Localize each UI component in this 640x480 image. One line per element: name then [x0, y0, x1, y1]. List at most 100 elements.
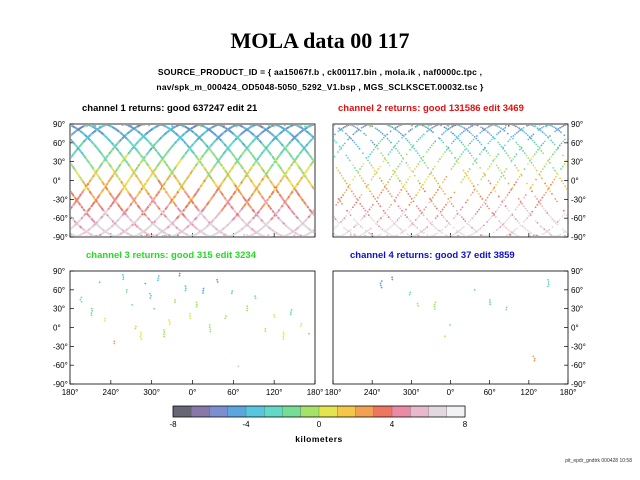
data-point	[167, 176, 170, 179]
data-point	[479, 131, 482, 134]
data-point	[510, 189, 512, 191]
data-point	[258, 192, 262, 195]
colorbar-tick-label: 4	[390, 420, 395, 429]
data-point	[263, 198, 266, 201]
data-point	[370, 139, 372, 142]
data-point	[402, 230, 405, 233]
data-point	[353, 141, 356, 144]
data-point	[566, 125, 567, 126]
data-point	[488, 194, 491, 196]
data-point	[341, 129, 344, 132]
data-point	[86, 159, 89, 162]
data-point	[484, 146, 486, 149]
data-point	[243, 197, 246, 200]
data-point	[423, 181, 426, 184]
data-point	[227, 235, 230, 236]
data-point	[300, 170, 304, 173]
data-point	[191, 168, 195, 171]
data-point	[268, 195, 271, 198]
data-point	[337, 151, 339, 153]
data-point	[415, 150, 417, 152]
data-point	[462, 151, 465, 153]
data-point	[481, 204, 484, 206]
data-point	[336, 220, 339, 222]
y-tick-label: -90°	[571, 233, 586, 242]
data-point	[265, 171, 269, 174]
data-point	[459, 229, 462, 231]
data-point	[377, 234, 380, 236]
data-point	[347, 185, 350, 188]
data-point	[379, 233, 382, 236]
data-point	[102, 160, 105, 163]
data-point	[294, 186, 297, 189]
data-point	[541, 131, 544, 134]
data-point	[78, 195, 81, 198]
data-point	[81, 191, 84, 194]
data-point	[472, 232, 475, 235]
data-point	[427, 127, 429, 130]
data-point	[425, 206, 427, 209]
data-point	[506, 228, 509, 231]
data-point	[546, 212, 549, 214]
data-point	[518, 235, 521, 236]
data-point	[416, 217, 419, 219]
data-point	[528, 230, 531, 233]
data-point	[255, 187, 258, 191]
data-point	[530, 158, 533, 160]
data-point	[449, 200, 451, 203]
data-point	[71, 192, 74, 195]
data-point	[441, 208, 444, 211]
data-point	[222, 179, 225, 183]
data-point	[491, 215, 494, 217]
data-point	[395, 174, 398, 177]
data-point	[433, 165, 436, 168]
data-point	[467, 235, 470, 236]
data-point	[335, 141, 338, 144]
data-point	[394, 128, 397, 131]
data-point	[381, 215, 384, 217]
data-point	[114, 171, 117, 174]
data-point	[273, 314, 275, 316]
data-point	[240, 165, 243, 168]
data-point	[564, 185, 567, 188]
data-point	[493, 186, 496, 189]
colorbar-swatch	[355, 405, 375, 418]
data-point	[503, 129, 506, 132]
data-point	[481, 198, 484, 200]
data-point	[354, 175, 356, 178]
data-point	[555, 175, 557, 178]
data-point	[502, 235, 504, 236]
data-point	[510, 231, 513, 234]
data-point	[112, 197, 115, 200]
data-point	[525, 132, 527, 135]
data-point	[430, 125, 433, 126]
data-point	[346, 209, 348, 212]
data-point	[388, 178, 391, 181]
data-point	[479, 206, 482, 209]
data-point	[440, 125, 442, 127]
data-point	[473, 189, 476, 191]
data-point	[264, 173, 268, 176]
y-tick-label: 60°	[53, 286, 65, 295]
data-point	[417, 138, 420, 141]
data-point	[219, 125, 221, 126]
data-point	[459, 208, 462, 211]
data-point	[472, 185, 475, 188]
data-point	[500, 127, 502, 130]
data-point	[99, 192, 102, 195]
data-point	[422, 133, 425, 136]
data-point	[482, 129, 485, 131]
data-point	[241, 166, 244, 170]
data-point	[202, 292, 204, 294]
data-point	[540, 129, 542, 132]
data-point	[305, 176, 308, 179]
data-point	[358, 223, 360, 226]
data-point	[535, 143, 538, 146]
data-point	[196, 189, 200, 192]
data-point	[204, 168, 207, 171]
data-point	[531, 190, 533, 193]
data-point	[511, 213, 514, 215]
data-point	[99, 234, 102, 236]
data-point	[515, 131, 518, 134]
data-point	[148, 166, 152, 170]
